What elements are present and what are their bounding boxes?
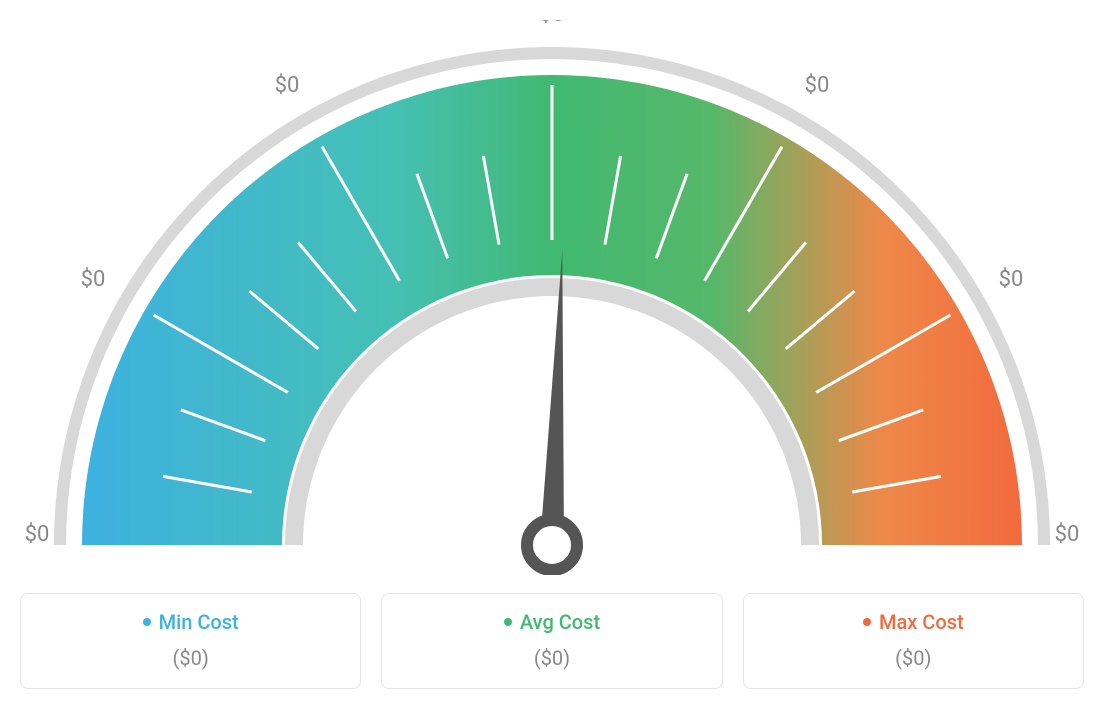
cost-gauge-chart: $0$0$0$0$0$0$0 Min Cost($0)Avg Cost($0)M… bbox=[20, 20, 1084, 689]
legend-dot-icon bbox=[504, 618, 512, 626]
legend-card: Max Cost ($0) bbox=[743, 593, 1084, 689]
gauge-tick-label: $0 bbox=[999, 267, 1024, 292]
legend-title: Avg Cost bbox=[504, 610, 600, 634]
legend-value: ($0) bbox=[754, 646, 1073, 670]
gauge-tick-label: $0 bbox=[1055, 522, 1080, 547]
gauge-dial: $0 $0 $0 $0 $0 $0 $0 bbox=[20, 20, 1084, 575]
legend-dot-icon bbox=[143, 618, 151, 626]
legend-dot-icon bbox=[863, 618, 871, 626]
legend-label: Avg Cost bbox=[520, 610, 600, 634]
gauge-tick-label: $0 bbox=[275, 73, 300, 98]
gauge-tick-label: $0 bbox=[805, 73, 830, 98]
legend-label: Max Cost bbox=[879, 610, 964, 634]
legend-card: Min Cost ($0) bbox=[20, 593, 361, 689]
legend-title: Max Cost bbox=[863, 610, 964, 634]
legend-title: Min Cost bbox=[143, 610, 239, 634]
gauge-svg: $0 $0 $0 $0 $0 $0 $0 bbox=[20, 20, 1084, 575]
legend-row: Min Cost ($0) Avg Cost ($0) Max Cost ($0) bbox=[20, 593, 1084, 689]
gauge-tick-label: $0 bbox=[81, 267, 106, 292]
legend-label: Min Cost bbox=[159, 610, 239, 634]
legend-value: ($0) bbox=[31, 646, 350, 670]
gauge-needle-hub bbox=[527, 520, 577, 570]
legend-card: Avg Cost ($0) bbox=[381, 593, 722, 689]
gauge-tick-label: $0 bbox=[25, 522, 50, 547]
gauge-tick-label: $0 bbox=[540, 20, 565, 27]
legend-value: ($0) bbox=[392, 646, 711, 670]
